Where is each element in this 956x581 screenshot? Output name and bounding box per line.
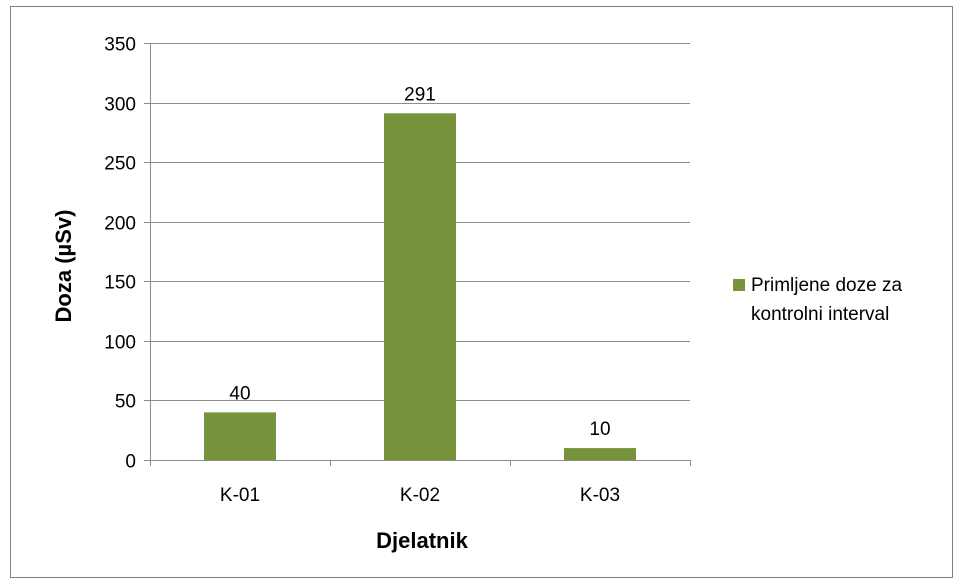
axes bbox=[144, 43, 691, 466]
x-tick-label: K-03 bbox=[580, 485, 620, 506]
legend-label-line-1: Primljene doze za bbox=[751, 275, 902, 296]
y-tick-label: 100 bbox=[104, 333, 136, 354]
bars bbox=[204, 113, 636, 461]
bar-k-03 bbox=[564, 448, 636, 460]
data-labels: 40 291 10 bbox=[229, 84, 610, 440]
y-axis-title: Doza (µSv) bbox=[51, 210, 76, 323]
y-tick-labels: 0 50 100 150 200 250 300 350 bbox=[104, 35, 136, 473]
y-tick-label: 200 bbox=[104, 214, 136, 235]
data-label: 40 bbox=[229, 383, 250, 404]
x-tick-label: K-02 bbox=[400, 485, 440, 506]
y-tick-label: 350 bbox=[104, 35, 136, 56]
data-label: 10 bbox=[589, 419, 610, 440]
x-tick-label: K-01 bbox=[220, 485, 260, 506]
y-tick-label: 250 bbox=[104, 154, 136, 175]
legend: Primljene doze za kontrolni interval bbox=[733, 275, 902, 325]
x-tick-labels: K-01 K-02 K-03 bbox=[220, 485, 620, 506]
data-label: 291 bbox=[404, 84, 436, 105]
bar-k-01 bbox=[204, 412, 276, 460]
legend-swatch bbox=[733, 279, 745, 291]
y-tick-label: 300 bbox=[104, 95, 136, 116]
x-axis-title: Djelatnik bbox=[376, 528, 468, 553]
bar-k-02 bbox=[384, 113, 456, 461]
y-tick-label: 0 bbox=[125, 452, 136, 473]
y-tick-label: 50 bbox=[115, 392, 136, 413]
y-tick-label: 150 bbox=[104, 273, 136, 294]
legend-label-line-2: kontrolni interval bbox=[751, 304, 889, 325]
chart-frame bbox=[10, 6, 953, 578]
